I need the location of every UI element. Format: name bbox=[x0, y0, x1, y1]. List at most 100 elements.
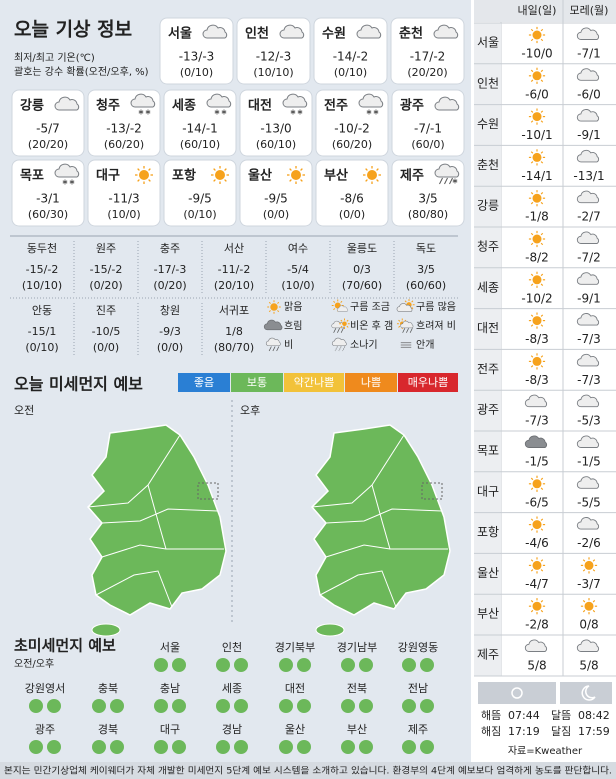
forecast-temp: -7/3 bbox=[577, 373, 601, 387]
legend-label: 흐림 bbox=[284, 320, 302, 332]
grade-dot-pm bbox=[172, 740, 186, 754]
raindrop bbox=[402, 328, 406, 333]
sun bbox=[139, 170, 149, 180]
region-name: 경남 bbox=[222, 723, 242, 736]
city-temp: -11/3 bbox=[108, 192, 139, 206]
grade-dot-am bbox=[341, 658, 355, 672]
forecast-temp: -3/7 bbox=[577, 577, 601, 591]
weather-icon bbox=[528, 149, 546, 166]
city-temp: -7/-1 bbox=[414, 122, 442, 136]
station-name: 창원 bbox=[160, 304, 180, 317]
raindrop bbox=[276, 346, 280, 352]
forecast-temp: -8/3 bbox=[525, 332, 549, 346]
city-temp: -5/7 bbox=[36, 122, 60, 136]
sun bbox=[532, 152, 542, 162]
sun-ray bbox=[530, 283, 534, 286]
forecast-temp: -1/5 bbox=[525, 455, 549, 469]
station-pop: (0/20) bbox=[89, 279, 122, 292]
grade-dot-am bbox=[341, 699, 355, 713]
cloud bbox=[524, 639, 548, 652]
weather-icon bbox=[528, 516, 546, 533]
cloud bbox=[576, 639, 600, 652]
weather-icon bbox=[54, 96, 80, 111]
sun-ray bbox=[340, 300, 343, 303]
cloud bbox=[576, 476, 600, 489]
sun-ray bbox=[340, 319, 343, 322]
raindrop bbox=[406, 328, 409, 333]
weather-icon bbox=[576, 476, 600, 489]
sun-moon-label: 달짐 bbox=[551, 725, 571, 738]
sun-ray bbox=[530, 110, 534, 113]
cloud bbox=[576, 190, 600, 204]
weather-icon bbox=[528, 598, 546, 615]
sun-ray bbox=[148, 168, 151, 171]
row-bg bbox=[474, 390, 501, 431]
cloud bbox=[576, 68, 600, 81]
cloud bbox=[524, 435, 548, 448]
sun-ray bbox=[540, 120, 544, 123]
city-temp: -8/6 bbox=[340, 192, 364, 206]
weather-icon bbox=[528, 353, 546, 370]
sun-ray bbox=[530, 518, 534, 521]
sun-ray bbox=[530, 242, 534, 246]
city-temp: -13/-3 bbox=[179, 50, 215, 64]
sun-ray bbox=[530, 201, 534, 205]
sun bbox=[270, 303, 278, 311]
station-pop: (10/10) bbox=[22, 279, 62, 292]
grade-label: 좋음 bbox=[194, 376, 214, 389]
forecast-temp: -9/1 bbox=[577, 128, 601, 142]
legend-label: 구름 많음 bbox=[416, 301, 456, 313]
sun bbox=[342, 321, 347, 326]
city-pop: (60/10) bbox=[256, 138, 296, 151]
row-bg bbox=[474, 512, 501, 554]
city-temp: -9/5 bbox=[188, 192, 212, 206]
region-name: 광주 bbox=[35, 723, 55, 736]
cloud bbox=[265, 337, 281, 347]
sun-ray bbox=[540, 242, 544, 246]
weather-icon bbox=[576, 313, 600, 326]
city-temp: -13/0 bbox=[260, 122, 291, 136]
region-name: 경기남부 bbox=[337, 641, 377, 654]
region-name: 경기북부 bbox=[275, 641, 315, 654]
cloud bbox=[356, 24, 382, 39]
sun-ray bbox=[346, 325, 349, 328]
station-pop: (10/0) bbox=[281, 279, 314, 292]
station-temp: -15/1 bbox=[28, 325, 57, 338]
row-bg bbox=[474, 553, 501, 595]
legend-label: 맑음 bbox=[284, 301, 302, 313]
sun-ray bbox=[300, 168, 303, 171]
city-pop: (0/10) bbox=[183, 208, 216, 221]
city-name: 인천 bbox=[245, 26, 269, 42]
forecast-temp: -13/1 bbox=[573, 169, 604, 183]
sun-ray bbox=[137, 179, 140, 182]
sun-ray bbox=[530, 528, 534, 531]
source: 자료=Kweather bbox=[508, 745, 583, 757]
map-border bbox=[325, 508, 443, 524]
cloud bbox=[576, 27, 600, 40]
region-name: 대구 bbox=[160, 723, 180, 736]
day-header: 모레(월) bbox=[570, 4, 609, 17]
sun-ray bbox=[540, 110, 544, 113]
city-pop: (60/10) bbox=[180, 138, 220, 151]
map-border bbox=[371, 484, 391, 550]
snowflake bbox=[297, 110, 303, 114]
legend-label: 비 bbox=[284, 339, 293, 351]
sun-ray bbox=[277, 310, 280, 313]
city-pop: (60/30) bbox=[28, 208, 68, 221]
cloud bbox=[282, 93, 308, 108]
sun-ray bbox=[224, 168, 227, 171]
cloud bbox=[524, 394, 548, 408]
raindrop bbox=[342, 346, 346, 352]
weather-icon bbox=[434, 96, 460, 111]
station-temp: 3/5 bbox=[417, 263, 435, 276]
raindrop bbox=[439, 177, 443, 185]
forecast-temp: -9/1 bbox=[577, 291, 601, 305]
sun-ray bbox=[346, 319, 349, 322]
grade-dot-am bbox=[29, 699, 43, 713]
map-border bbox=[95, 570, 173, 608]
sun-ray bbox=[540, 201, 544, 205]
weather-icon bbox=[580, 557, 598, 574]
sun bbox=[532, 356, 542, 366]
city-temp: -14/-1 bbox=[182, 122, 218, 136]
row-bg bbox=[474, 186, 501, 227]
